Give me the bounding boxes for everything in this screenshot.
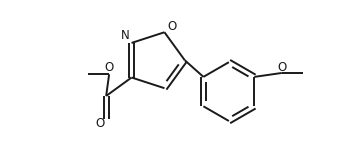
Text: O: O (104, 61, 114, 74)
Text: O: O (277, 61, 286, 74)
Text: O: O (168, 20, 177, 33)
Text: N: N (121, 29, 130, 42)
Text: O: O (95, 117, 105, 130)
Text: methyl: methyl (45, 69, 82, 79)
